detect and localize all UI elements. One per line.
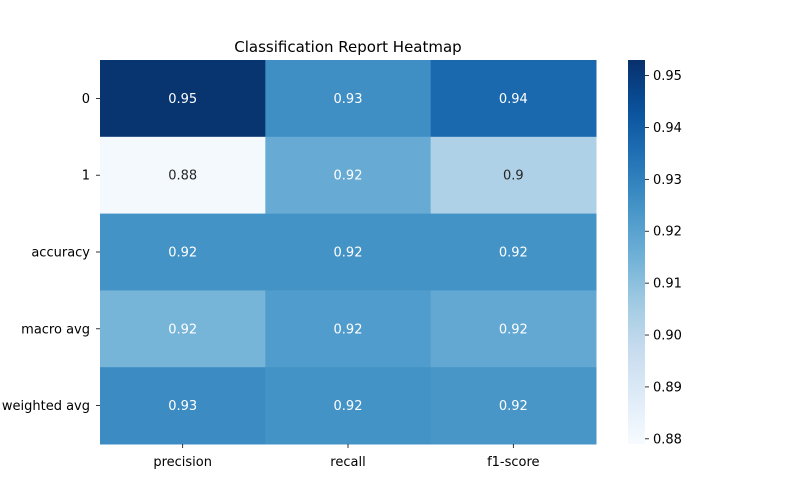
row-label: weighted avg (2, 399, 90, 414)
row-label: 1 (82, 169, 90, 184)
cell-annotation: 0.92 (499, 246, 528, 261)
cell-annotation: 0.88 (168, 169, 197, 184)
cell-annotation: 0.92 (168, 246, 197, 261)
cell-annotation: 0.92 (334, 169, 363, 184)
colorbar-ticks: 0.88 0.89 0.90 0.91 0.92 0.93 0.94 0.95 (645, 69, 682, 447)
cell-annotation: 0.94 (499, 92, 528, 107)
heatmap-cell (265, 367, 432, 445)
colorbar-tick-label: 0.92 (653, 225, 682, 240)
colorbar-tick-label: 0.94 (653, 121, 682, 136)
heatmap-cell (430, 290, 597, 368)
cell-annotation: 0.92 (499, 399, 528, 414)
cell-annotation: 0.92 (334, 322, 363, 337)
heatmap-cell (430, 367, 597, 445)
heatmap-cell (100, 136, 266, 215)
colorbar (628, 60, 645, 444)
heatmap-cell (100, 367, 266, 445)
heatmap-cell (265, 60, 432, 138)
heatmap-cell (100, 290, 266, 368)
heatmap-cell (100, 213, 266, 291)
colorbar-tick-label: 0.89 (653, 380, 682, 395)
cell-annotation: 0.93 (168, 399, 197, 414)
row-label: accuracy (31, 246, 90, 261)
row-label: 0 (82, 92, 90, 107)
heatmap-cell (430, 60, 597, 138)
heatmap-cell (430, 213, 597, 291)
cell-annotation: 0.92 (499, 322, 528, 337)
column-label: precision (153, 455, 212, 470)
chart-title: Classification Report Heatmap (234, 38, 461, 56)
row-labels: 0 1 accuracy macro avg weighted avg (2, 92, 100, 414)
heatmap-cell (100, 60, 266, 138)
column-label: f1-score (487, 455, 539, 470)
cell-annotation: 0.92 (334, 246, 363, 261)
colorbar-tick-label: 0.91 (653, 277, 682, 292)
heatmap-cell (265, 213, 432, 291)
cell-annotation: 0.95 (168, 92, 197, 107)
cell-annotation: 0.9 (503, 169, 524, 184)
heatmap-cell (430, 136, 597, 215)
colorbar-tick-label: 0.88 (653, 432, 682, 447)
colorbar-tick-label: 0.95 (653, 69, 682, 84)
colorbar-tick-label: 0.90 (653, 329, 682, 344)
colorbar-tick-label: 0.93 (653, 173, 682, 188)
row-label: macro avg (21, 322, 90, 337)
heatmap-cell (265, 290, 432, 368)
heatmap-cells: 0.95 0.93 0.94 0.88 0.92 0.9 0.92 0.92 0.92 0.92 0… (100, 60, 597, 445)
heatmap-cell (265, 136, 432, 215)
column-label: recall (330, 455, 365, 470)
cell-annotation: 0.92 (334, 399, 363, 414)
column-labels: precision recall f1-score (153, 444, 540, 470)
cell-annotation: 0.92 (168, 322, 197, 337)
cell-annotation: 0.93 (334, 92, 363, 107)
